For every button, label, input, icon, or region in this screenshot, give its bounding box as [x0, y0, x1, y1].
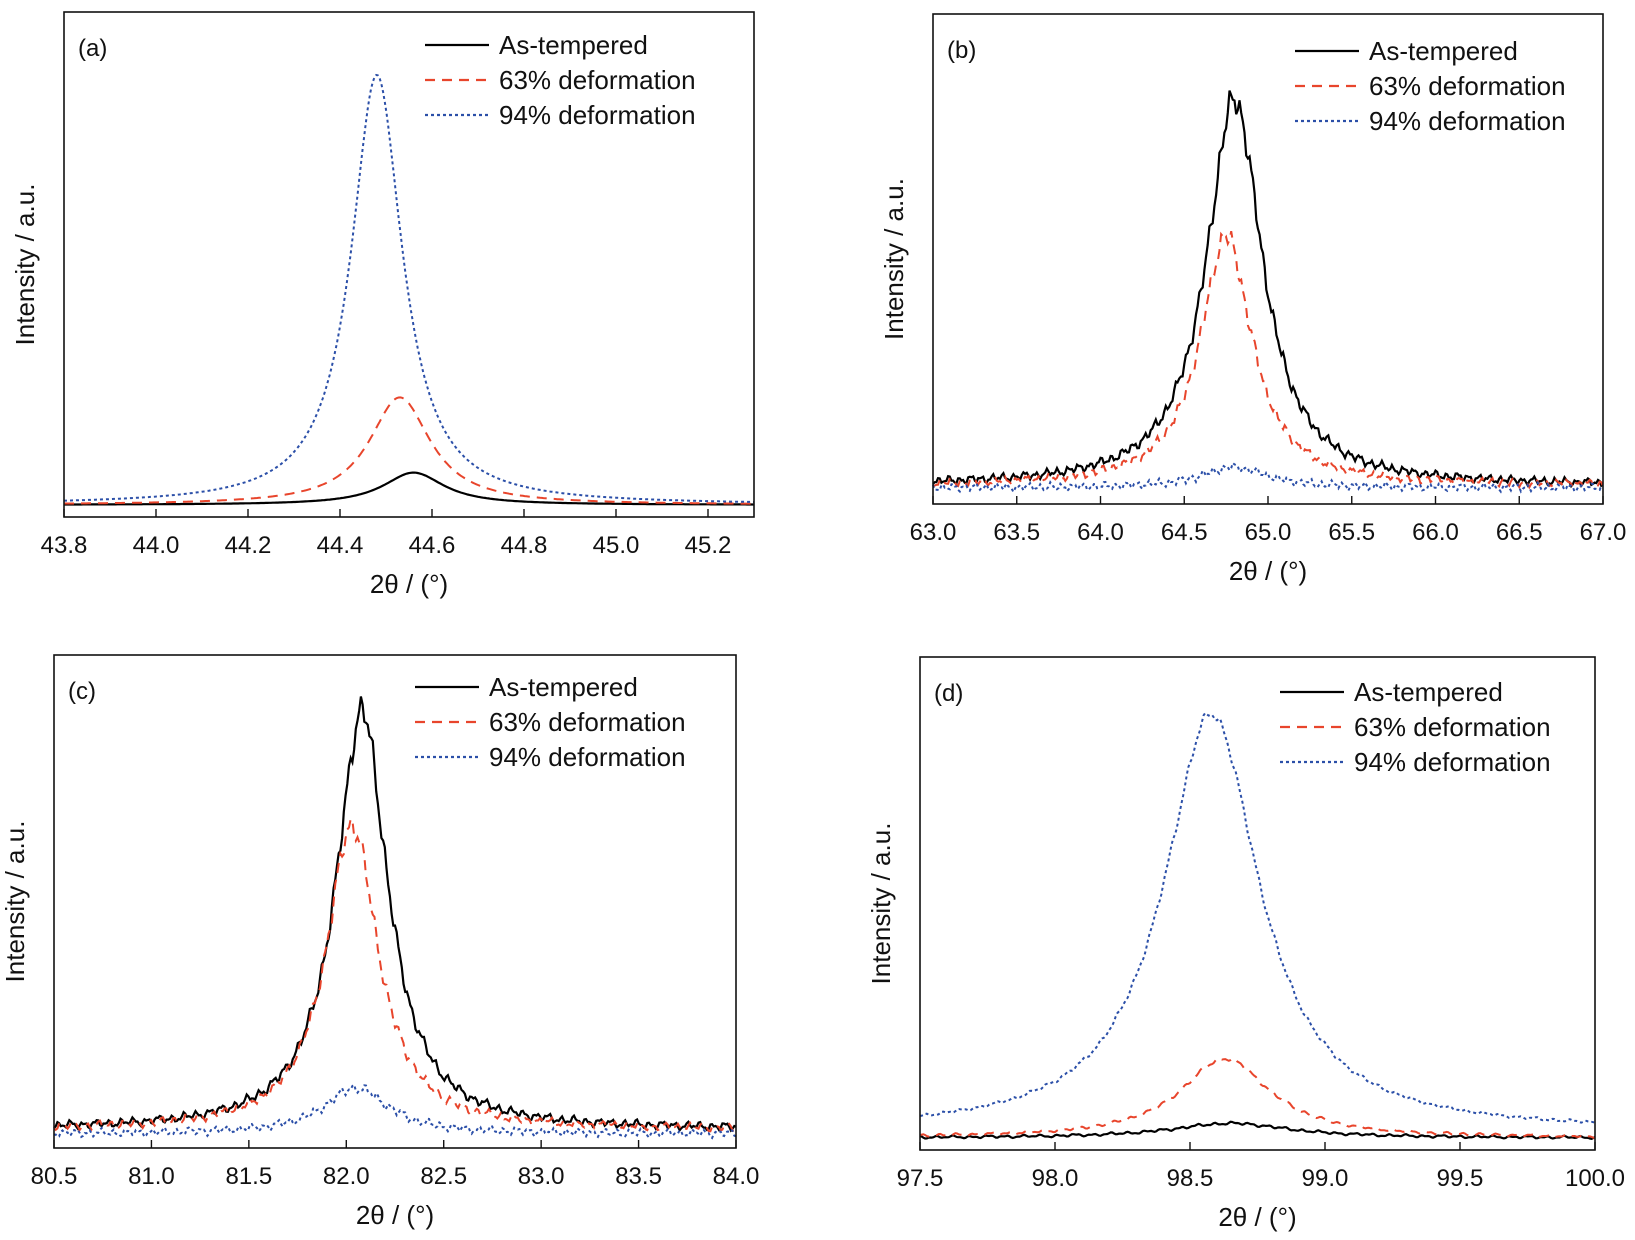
x-tick-label: 81.0: [128, 1163, 175, 1190]
legend-label: 94% deformation: [499, 100, 696, 130]
x-tick-label: 44.6: [409, 532, 456, 559]
x-tick-label: 63.0: [910, 519, 957, 546]
x-tick-label: 80.5: [31, 1163, 78, 1190]
legend: As-tempered 63% deformation 94% deformatio…: [425, 30, 696, 130]
panel-label: (d): [934, 680, 963, 707]
series-line-dotted: [63, 73, 755, 503]
legend-label: 94% deformation: [489, 742, 686, 772]
x-tick-label: 44.2: [225, 532, 272, 559]
panel-label: (b): [947, 37, 976, 64]
x-tick-label: 43.8: [41, 532, 88, 559]
x-tick-label: 66.0: [1412, 519, 1459, 546]
x-tick-label: 98.0: [1032, 1165, 1079, 1192]
y-axis-label: Intensity / a.u.: [0, 821, 30, 983]
y-axis-label: Intensity / a.u.: [10, 184, 40, 346]
legend: As-tempered 63% deformation 94% deformatio…: [1280, 677, 1551, 777]
panel-b: 63.0 63.5 64.0 64.5 65.0 65.5 66.0 66.5 67.0 2θ /…: [879, 13, 1627, 586]
legend-label: As-tempered: [1354, 677, 1503, 707]
x-tick-label: 65.0: [1245, 519, 1292, 546]
x-tick-label: 45.0: [593, 532, 640, 559]
x-tick-label: 84.0: [713, 1163, 760, 1190]
plot-frame: [53, 654, 737, 1149]
x-tick-label: 44.8: [501, 532, 548, 559]
plot-frame: [919, 656, 1596, 1151]
x-tick-label: 44.0: [133, 532, 180, 559]
legend-label: As-tempered: [1369, 36, 1518, 66]
y-axis-label: Intensity / a.u.: [879, 178, 909, 340]
x-tick-label: 63.5: [993, 519, 1040, 546]
series-line-dashed: [64, 396, 754, 505]
panel-d: 97.5 98.0 98.5 99.0 99.5 100.0 2θ / (°) Intensi…: [866, 656, 1625, 1232]
x-tick-label: 83.0: [518, 1163, 565, 1190]
x-tick-label: 83.5: [615, 1163, 662, 1190]
x-axis-label: 2θ / (°): [1218, 1202, 1296, 1232]
x-axis-label: 2θ / (°): [1229, 556, 1307, 586]
x-tick-label: 44.4: [317, 532, 364, 559]
series-line-solid: [919, 1120, 1596, 1140]
legend: As-tempered 63% deformation 94% deformatio…: [1295, 36, 1566, 136]
panel-label: (a): [78, 35, 107, 62]
x-tick-label: 65.5: [1328, 519, 1375, 546]
legend-label: As-tempered: [489, 672, 638, 702]
x-axis-label: 2θ / (°): [370, 569, 448, 599]
x-axis-label: 2θ / (°): [356, 1200, 434, 1230]
legend-label: 63% deformation: [1369, 71, 1566, 101]
series-line-solid: [53, 696, 737, 1133]
legend-label: 94% deformation: [1354, 747, 1551, 777]
x-tick-label: 98.5: [1167, 1165, 1214, 1192]
series-line-dashed: [919, 1057, 1595, 1139]
legend-label: 63% deformation: [1354, 712, 1551, 742]
x-tick-label: 99.5: [1437, 1165, 1484, 1192]
panel-label: (c): [68, 678, 96, 705]
x-tick-label: 64.5: [1161, 519, 1208, 546]
x-tick-label: 64.0: [1077, 519, 1124, 546]
legend-label: 63% deformation: [489, 707, 686, 737]
plot-frame: [63, 11, 755, 518]
series-line-dashed: [53, 817, 737, 1133]
series-line-dotted: [53, 1083, 737, 1140]
x-tick-label: 82.0: [323, 1163, 370, 1190]
series-line-solid: [932, 90, 1604, 489]
legend: As-tempered 63% deformation 94% deformatio…: [415, 672, 686, 772]
x-tick-label: 45.2: [685, 532, 732, 559]
x-tick-label: 81.5: [225, 1163, 272, 1190]
y-axis-label: Intensity / a.u.: [866, 823, 896, 985]
legend-label: 63% deformation: [499, 65, 696, 95]
x-tick-label: 99.0: [1302, 1165, 1349, 1192]
series-line-dotted: [920, 711, 1596, 1125]
x-tick-label: 100.0: [1565, 1165, 1625, 1192]
x-tick-label: 82.5: [420, 1163, 467, 1190]
legend-label: As-tempered: [499, 30, 648, 60]
x-tick-label: 66.5: [1496, 519, 1543, 546]
panel-c: 80.5 81.0 81.5 82.0 82.5 83.0 83.5 84.0 2θ / (°)…: [0, 654, 760, 1230]
legend-label: 94% deformation: [1369, 106, 1566, 136]
series-line-solid: [64, 471, 754, 506]
x-tick-label: 67.0: [1580, 519, 1627, 546]
x-tick-label: 97.5: [897, 1165, 944, 1192]
series-line-dashed: [932, 231, 1604, 490]
panel-a: 43.8 44.0 44.2 44.4 44.6 44.8 45.0 45.2 2θ / (°)…: [10, 11, 755, 599]
series-line-dotted: [932, 461, 1603, 495]
